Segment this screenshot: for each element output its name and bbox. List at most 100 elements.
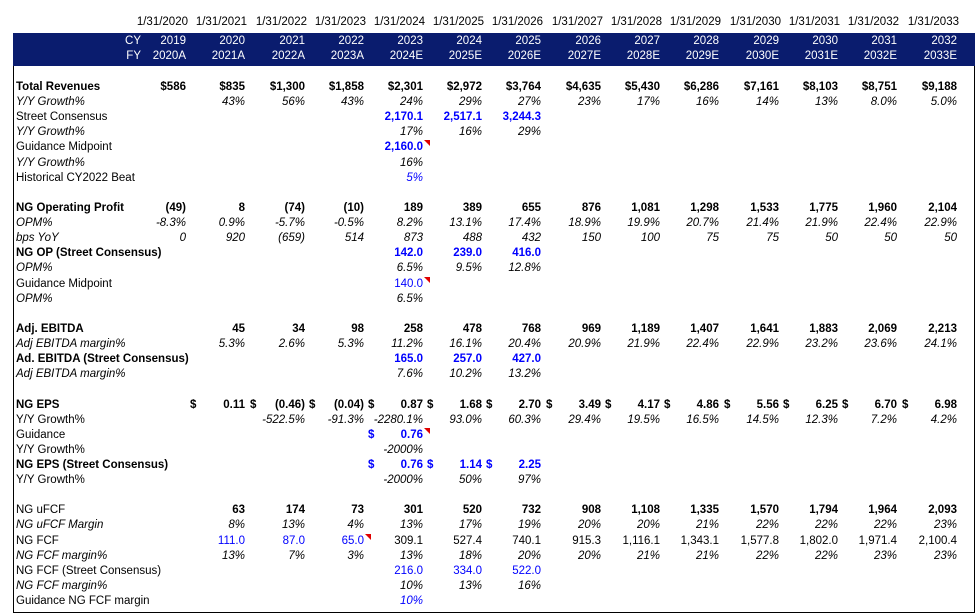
cy-year-cell[interactable]: 2028 [693,35,719,47]
value-cell[interactable]: 29.4% [568,414,601,426]
value-cell[interactable]: 75 [766,232,779,244]
value-cell[interactable]: 165.0 [394,353,423,365]
value-cell[interactable]: 768 [521,323,541,335]
value-cell[interactable]: 8.2% [396,217,423,229]
value-cell[interactable]: 4.17 [637,399,660,411]
cy-year-cell[interactable]: 2029 [753,35,779,47]
value-cell[interactable]: 0.9% [218,217,245,229]
value-cell[interactable]: -8.3% [155,217,186,229]
value-cell[interactable]: 97% [517,474,541,486]
value-cell[interactable]: 10% [399,580,423,592]
value-cell[interactable]: 1,794 [809,504,838,516]
fy-year-cell[interactable]: 2033E [923,50,957,62]
value-cell[interactable]: $1,858 [328,81,364,93]
fy-year-cell[interactable]: 2029E [685,50,719,62]
value-cell[interactable]: 0 [179,232,186,244]
value-cell[interactable]: -2280.1% [373,414,423,426]
value-cell[interactable]: 0.87 [400,399,423,411]
value-cell[interactable]: 13.2% [508,368,541,380]
value-cell[interactable]: 0.76 [400,429,423,441]
value-cell[interactable]: 920 [225,232,245,244]
date-cell[interactable]: 1/31/2029 [669,16,721,28]
value-cell[interactable]: -0.5% [333,217,364,229]
value-cell[interactable]: 3% [347,550,364,562]
date-cell[interactable]: 1/31/2026 [491,16,543,28]
value-cell[interactable]: 2,069 [868,323,897,335]
value-cell[interactable]: 43% [340,96,364,108]
fy-year-cell[interactable]: 2028E [626,50,660,62]
date-cell[interactable]: 1/31/2028 [610,16,662,28]
value-cell[interactable]: 4.86 [696,399,719,411]
value-cell[interactable]: 1,577.8 [740,535,779,547]
value-cell[interactable]: 5% [406,172,423,184]
value-cell[interactable]: 514 [344,232,364,244]
value-cell[interactable]: 1,081 [631,202,660,214]
value-cell[interactable]: 1,641 [750,323,779,335]
date-cell[interactable]: 1/31/2033 [907,16,959,28]
value-cell[interactable]: 908 [581,504,601,516]
cy-year-cell[interactable]: 2031 [871,35,897,47]
value-cell[interactable]: 19.9% [627,217,660,229]
fy-year-cell[interactable]: 2022A [271,50,305,62]
value-cell[interactable]: 21% [695,519,719,531]
value-cell[interactable]: (74) [284,202,305,214]
value-cell[interactable]: 22% [814,550,838,562]
value-cell[interactable]: 19.5% [627,414,660,426]
value-cell[interactable]: 29% [458,96,482,108]
value-cell[interactable]: $835 [219,81,245,93]
fy-year-cell[interactable]: 2031E [804,50,838,62]
value-cell[interactable]: 18.9% [568,217,601,229]
value-cell[interactable]: $8,751 [861,81,897,93]
fy-year-cell[interactable]: 2023A [330,50,364,62]
value-cell[interactable]: 18% [458,550,482,562]
value-cell[interactable]: 20.7% [686,217,719,229]
value-cell[interactable]: 1,570 [750,504,779,516]
value-cell[interactable]: 257.0 [453,353,482,365]
value-cell[interactable]: 432 [521,232,541,244]
fy-year-cell[interactable]: 2026E [507,50,541,62]
value-cell[interactable]: 22.9% [924,217,957,229]
date-cell[interactable]: 1/31/2031 [788,16,840,28]
value-cell[interactable]: 1,116.1 [622,535,660,547]
value-cell[interactable]: (659) [278,232,305,244]
value-cell[interactable]: $7,161 [743,81,779,93]
value-cell[interactable]: 1,108 [631,504,660,516]
value-cell[interactable]: 20% [577,519,601,531]
value-cell[interactable]: 140.0 [394,278,423,290]
date-cell[interactable]: 1/31/2022 [255,16,307,28]
date-cell[interactable]: 1/31/2032 [847,16,899,28]
value-cell[interactable]: 522.0 [512,565,541,577]
value-cell[interactable]: 12.3% [805,414,838,426]
value-cell[interactable]: -2000% [383,474,423,486]
value-cell[interactable]: 21.9% [805,217,838,229]
value-cell[interactable]: 1,189 [631,323,660,335]
value-cell[interactable]: 5.56 [756,399,779,411]
date-cell[interactable]: 1/31/2025 [432,16,484,28]
value-cell[interactable]: 873 [403,232,423,244]
value-cell[interactable]: 13% [814,96,838,108]
value-cell[interactable]: 10.2% [449,368,482,380]
value-cell[interactable]: 969 [581,323,601,335]
value-cell[interactable]: 4% [347,519,364,531]
value-cell[interactable]: 6.5% [396,293,423,305]
value-cell[interactable]: 2,213 [928,323,957,335]
value-cell[interactable]: 0.76 [400,459,423,471]
fy-year-cell[interactable]: 2030E [745,50,779,62]
value-cell[interactable]: $2,972 [446,81,482,93]
value-cell[interactable]: 8% [228,519,245,531]
value-cell[interactable]: 6.5% [396,262,423,274]
value-cell[interactable]: 13% [281,519,305,531]
value-cell[interactable]: 50% [458,474,482,486]
value-cell[interactable]: 16% [517,580,541,592]
value-cell[interactable]: 43% [221,96,245,108]
value-cell[interactable]: 7% [288,550,305,562]
value-cell[interactable]: 1.14 [459,459,482,471]
value-cell[interactable]: 22% [755,519,779,531]
value-cell[interactable]: 17% [458,519,482,531]
value-cell[interactable]: 22% [755,550,779,562]
value-cell[interactable]: 2,104 [928,202,957,214]
value-cell[interactable]: 1,335 [690,504,719,516]
value-cell[interactable]: 1,883 [809,323,838,335]
value-cell[interactable]: 23% [933,519,957,531]
value-cell[interactable]: 2.25 [518,459,541,471]
